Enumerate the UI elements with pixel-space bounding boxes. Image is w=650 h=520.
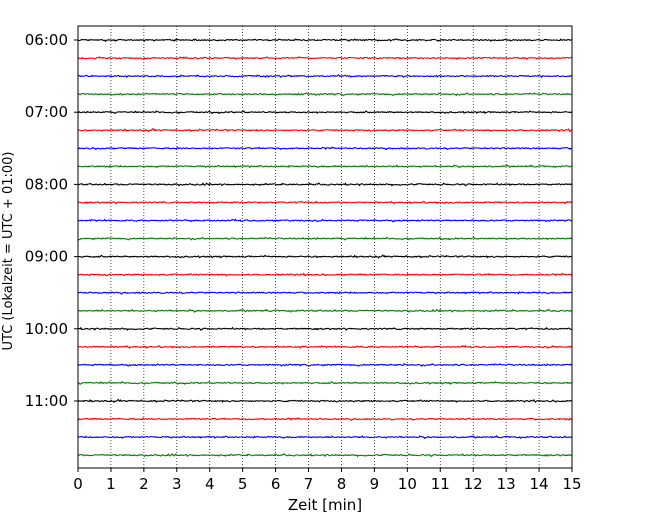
- x-tick-label: 11: [431, 475, 450, 493]
- seismogram-trace: [77, 434, 573, 440]
- seismogram-trace: [77, 344, 573, 350]
- x-tick-label: 0: [73, 475, 83, 493]
- x-tick-label: 2: [139, 475, 149, 493]
- x-tick-label: 5: [238, 475, 248, 493]
- seismogram-trace: [77, 417, 573, 421]
- x-tick-label: 14: [530, 475, 549, 493]
- seismogram-trace: [77, 254, 573, 259]
- x-tick-label: 8: [337, 475, 347, 493]
- x-tick-label: 7: [304, 475, 314, 493]
- y-tick-label: 08:00: [25, 175, 68, 193]
- y-tick-label: 11:00: [25, 392, 68, 410]
- seismogram-trace: [77, 380, 573, 386]
- seismogram-trace: [77, 308, 573, 313]
- seismogram-trace: [77, 326, 573, 332]
- seismogram-trace: [77, 290, 573, 295]
- y-tick-label: 09:00: [25, 248, 68, 266]
- y-axis-ticks: 06:00 07:00 08:00 09:00 10:00 11:00: [25, 31, 78, 410]
- x-tick-label: 1: [106, 475, 116, 493]
- x-tick-label: 4: [205, 475, 215, 493]
- seismogram-trace: [77, 272, 573, 277]
- x-tick-label: 10: [398, 475, 417, 493]
- x-axis-ticks: 0 1 2 3 4 5 6 7 8 9 10 11 12 13 14 15: [73, 468, 582, 493]
- y-tick-label: 07:00: [25, 103, 68, 121]
- seismogram-trace: [77, 92, 573, 97]
- x-tick-label: 12: [464, 475, 483, 493]
- y-axis-label: UTC (Lokalzeit = UTC + 01:00): [1, 152, 16, 351]
- y-tick-label: 06:00: [25, 31, 68, 49]
- seismogram-trace: [77, 73, 573, 79]
- seismogram-trace: [77, 110, 573, 115]
- seismogram-trace: [77, 452, 573, 458]
- x-tick-label: 13: [497, 475, 516, 493]
- plot-area-frame: [77, 25, 573, 469]
- seismogram-trace: [77, 55, 573, 61]
- seismogram-trace: [77, 236, 573, 241]
- seismogram-traces: [77, 38, 573, 458]
- seismogram-trace: [77, 164, 573, 169]
- seismogram-trace: [77, 182, 573, 187]
- x-tick-label: 9: [370, 475, 380, 493]
- seismogram-trace: [77, 127, 573, 133]
- x-tick-label: 3: [172, 475, 182, 493]
- seismogram-trace: [77, 218, 573, 223]
- seismogram-trace: [77, 398, 573, 404]
- x-tick-label: 6: [271, 475, 281, 493]
- x-axis-label: Zeit [min]: [288, 496, 362, 514]
- y-tick-label: 10:00: [25, 320, 68, 338]
- seismogram-trace: [77, 146, 573, 151]
- seismogram-trace: [77, 38, 573, 43]
- x-tick-label: 15: [562, 475, 581, 493]
- seismogram-trace: [77, 200, 573, 205]
- seismogram-trace: [77, 363, 573, 367]
